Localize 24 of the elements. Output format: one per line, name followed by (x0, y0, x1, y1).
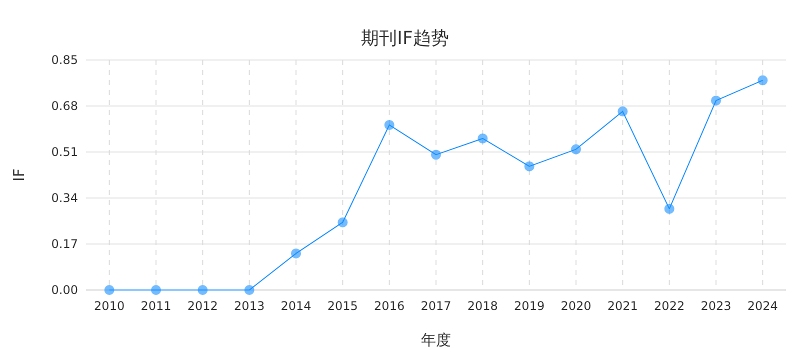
xtick: 2024 (747, 299, 778, 313)
xtick: 2012 (187, 299, 218, 313)
xtick: 2019 (514, 299, 545, 313)
ytick: 0.00 (51, 283, 78, 297)
xtick: 2014 (280, 299, 312, 313)
ytick: 0.34 (51, 191, 78, 205)
ytick: 0.17 (51, 237, 78, 251)
xtick: 2020 (560, 299, 592, 313)
xtick: 2021 (607, 299, 638, 313)
ytick: 0.51 (51, 145, 78, 159)
xtick: 2018 (467, 299, 498, 313)
xtick: 2010 (94, 299, 125, 313)
xtick: 2017 (420, 299, 452, 313)
ytick: 0.68 (51, 99, 78, 113)
ytick: 0.85 (51, 53, 78, 67)
xtick: 2016 (374, 299, 405, 313)
xlabel: 年度 (421, 331, 451, 349)
title: 期刊IF趋势 (361, 28, 449, 49)
xtick: 2011 (140, 299, 172, 313)
xtick: 2022 (654, 299, 685, 313)
ylabel: IF (10, 168, 28, 182)
xtick: 2015 (327, 299, 358, 313)
xtick: 2013 (234, 299, 265, 313)
xtick: 2023 (700, 299, 732, 313)
